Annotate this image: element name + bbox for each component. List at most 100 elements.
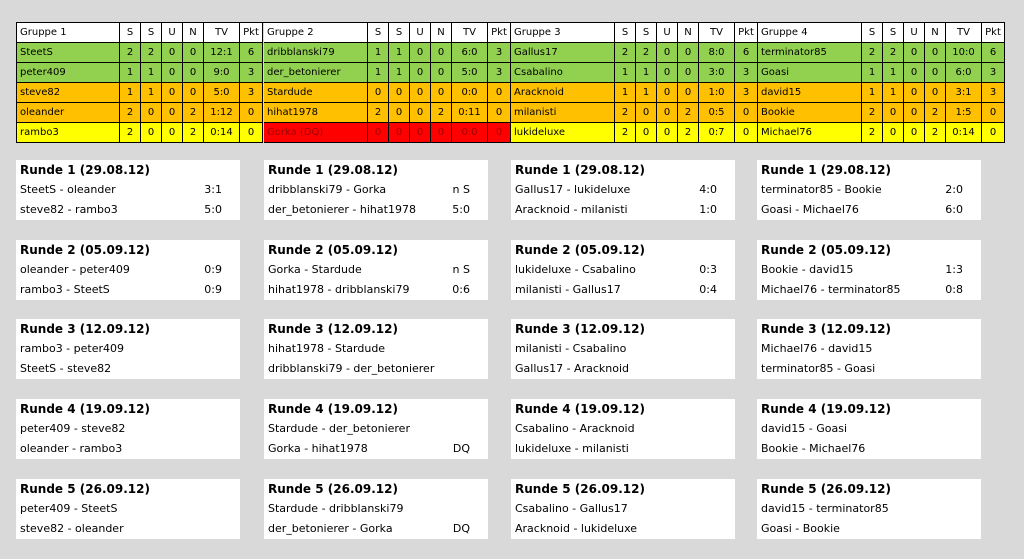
match: peter409 - steve82 [20,422,126,435]
table-cell: 0:14 [946,123,982,143]
header-cell: N [431,23,452,43]
table-cell: 0 [657,63,678,83]
table-cell: Goasi [758,63,862,83]
table-cell: 2 [615,43,636,63]
round-title: Runde 1 (29.08.12) [515,163,645,177]
table-cell: 2 [183,103,204,123]
table-cell: 1 [636,63,657,83]
table-cell: 2 [636,43,657,63]
table-cell: 0 [410,103,431,123]
table-cell: 3 [488,43,511,63]
table-cell: 1 [883,63,904,83]
table-cell: 3 [982,83,1005,103]
table-cell: 0 [735,103,758,123]
header-cell: N [925,23,946,43]
match: dribblanski79 - der_betonierer [268,362,435,375]
table-cell: milanisti [511,103,615,123]
header-cell: S [862,23,883,43]
table-cell: 0 [141,123,162,143]
round-box: Runde 4 (19.09.12) Stardude - der_betonie… [264,399,488,459]
table-cell: 1 [389,43,410,63]
table-cell: 0 [904,63,925,83]
round-title: Runde 1 (29.08.12) [761,163,891,177]
table-cell: steve82 [17,83,120,103]
match-result: 1:0 [699,203,717,216]
match: Gorka - Stardude [268,263,362,276]
round-box: Runde 5 (26.09.12) Stardude - dribblanski… [264,479,488,539]
match: SteetS - oleander [20,183,116,196]
table-cell: 1 [615,63,636,83]
table-cell: 2 [883,43,904,63]
round-box: Runde 1 (29.08.12) Gallus17 - lukideluxe 4… [511,160,735,220]
table-cell: 0 [240,123,263,143]
match: rambo3 - peter409 [20,342,125,355]
round-title: Runde 3 (12.09.12) [20,322,150,336]
table-cell: 0 [431,43,452,63]
match: Csabalino - Gallus17 [515,502,628,515]
round-title: Runde 1 (29.08.12) [20,163,150,177]
table-cell: 0:0 [452,83,488,103]
table-cell: 0 [925,43,946,63]
match-result: 5:0 [204,203,222,216]
match-result: 3:1 [204,183,222,196]
table-cell: david15 [758,83,862,103]
table-cell: 0 [410,83,431,103]
table-cell: 0 [410,63,431,83]
header-cell: Pkt [240,23,263,43]
round-box: Runde 1 (29.08.12) terminator85 - Bookie 2… [757,160,981,220]
table-cell: Aracknoid [511,83,615,103]
table-cell: 0 [657,43,678,63]
round-title: Runde 4 (19.09.12) [20,402,150,416]
table-cell: Michael76 [758,123,862,143]
round-box: Runde 1 (29.08.12) SteetS - oleander 3:1 st… [16,160,240,220]
table-cell: 0 [657,123,678,143]
match: hihat1978 - dribblanski79 [268,283,410,296]
match-result: 0:4 [699,283,717,296]
header-cell: S [368,23,389,43]
table-cell: oleander [17,103,120,123]
table-cell: Gorka (DQ) [264,123,368,143]
match: oleander - rambo3 [20,442,123,455]
table-cell: 0 [141,103,162,123]
table-cell: 8:0 [699,43,735,63]
table-cell: 3 [735,63,758,83]
round-title: Runde 5 (26.09.12) [20,482,150,496]
table-cell: 3:1 [946,83,982,103]
table-cell: 0 [431,83,452,103]
table-cell: 1:5 [946,103,982,123]
table-cell: 0 [431,123,452,143]
table-cell: hihat1978 [264,103,368,123]
table-cell: 0 [162,103,183,123]
match: Gorka - hihat1978 [268,442,368,455]
table-cell: 0:11 [452,103,488,123]
match: oleander - peter409 [20,263,130,276]
table-cell: 0 [636,103,657,123]
table-cell: 6 [240,43,263,63]
match: Aracknoid - lukideluxe [515,522,638,535]
match-result: DQ [452,442,470,455]
table-cell: 0 [488,103,511,123]
table-cell: Bookie [758,103,862,123]
table-cell: Csabalino [511,63,615,83]
header-cell: N [678,23,699,43]
header-cell: Pkt [735,23,758,43]
round-title: Runde 3 (12.09.12) [761,322,891,336]
table-cell: 5:0 [204,83,240,103]
table-cell: 1 [368,63,389,83]
table-cell: 1 [636,83,657,103]
match: Stardude - der_betonierer [268,422,410,435]
match-result: 0:3 [699,263,717,276]
header-cell: Pkt [982,23,1005,43]
table-cell: 0 [410,123,431,143]
match: Gallus17 - Aracknoid [515,362,629,375]
round-title: Runde 3 (12.09.12) [268,322,398,336]
header-cell: Pkt [488,23,511,43]
match: Gallus17 - lukideluxe [515,183,631,196]
match: der_betonierer - Gorka [268,522,393,535]
round-title: Runde 5 (26.09.12) [268,482,398,496]
round-box: Runde 3 (12.09.12) hihat1978 - Stardude dr… [264,319,488,379]
table-cell: terminator85 [758,43,862,63]
table-cell: 0 [183,43,204,63]
table-cell: 3 [982,63,1005,83]
match-result: 0:9 [204,263,222,276]
